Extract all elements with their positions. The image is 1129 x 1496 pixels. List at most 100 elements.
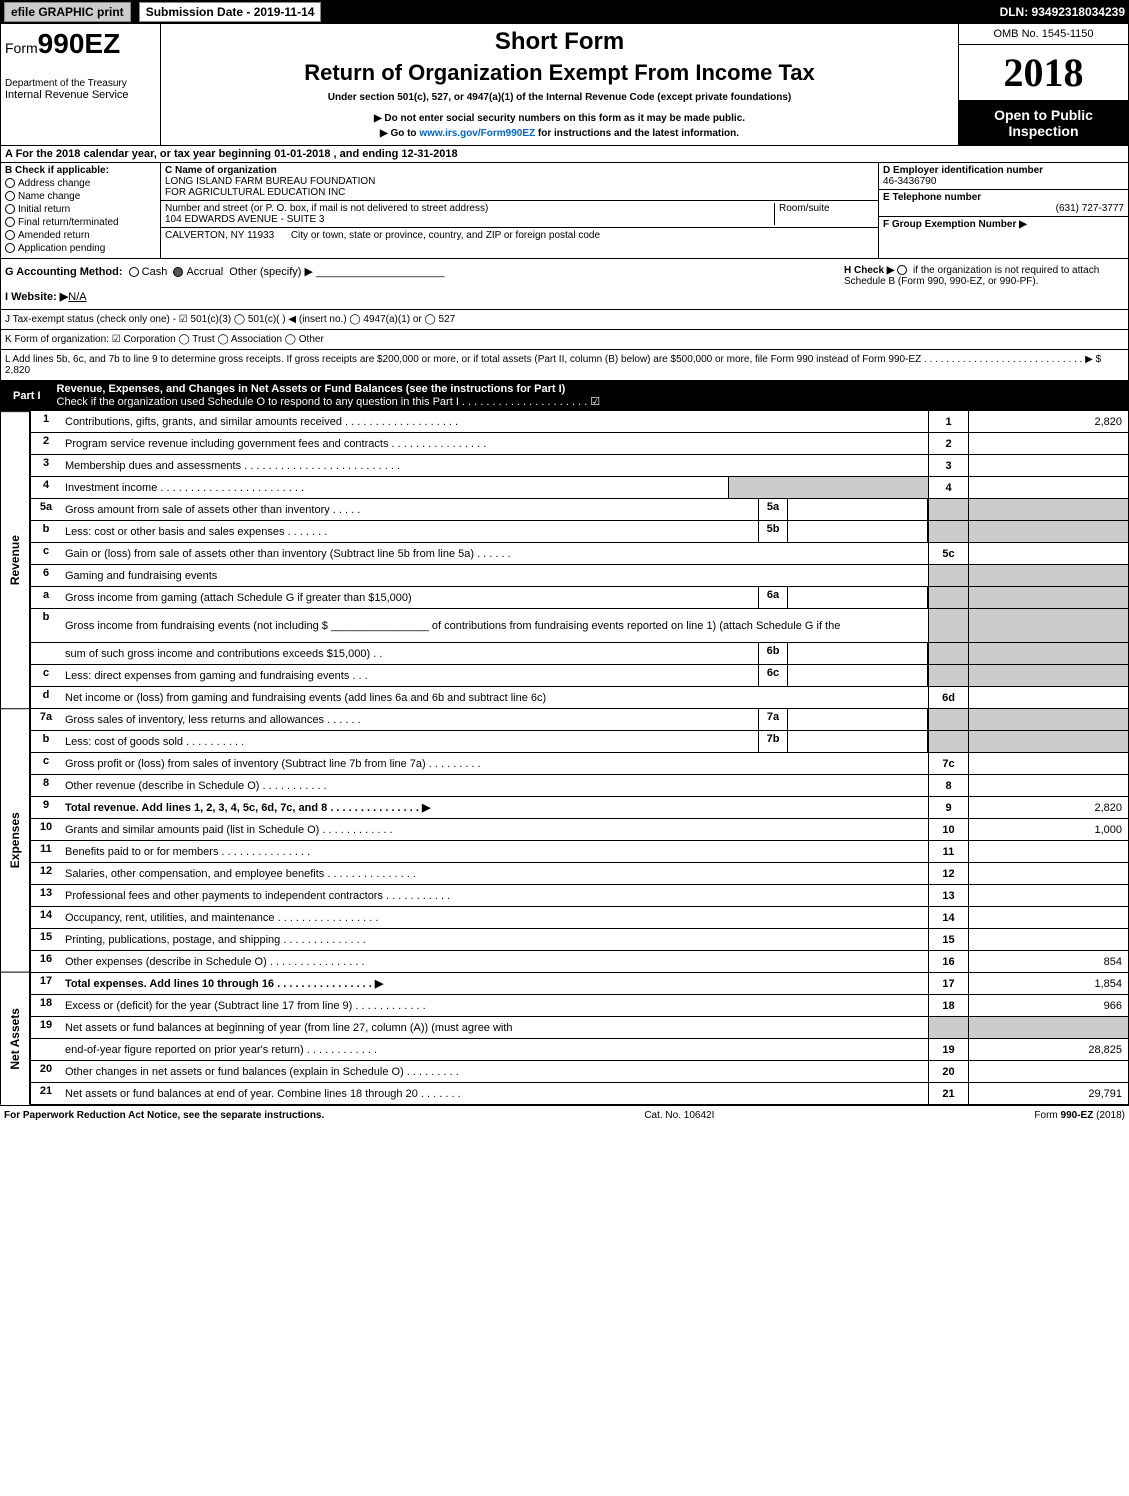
gray-box: [728, 477, 928, 498]
radio-cash[interactable]: [129, 267, 139, 277]
checkbox-icon[interactable]: [5, 191, 15, 201]
header-mid: Short Form Return of Organization Exempt…: [161, 24, 958, 145]
line-num: 14: [31, 907, 61, 928]
checkbox-icon[interactable]: [5, 204, 15, 214]
line-val: [968, 477, 1128, 498]
line-num: c: [31, 665, 61, 686]
line-rn: 3: [928, 455, 968, 476]
gray-rn: [928, 665, 968, 686]
line-val: [968, 841, 1128, 862]
goto-post: for instructions and the latest informat…: [535, 128, 739, 139]
l-amount: 2,820: [5, 365, 30, 376]
line-rn: 16: [928, 951, 968, 972]
gray-rn: [928, 609, 968, 642]
city-label: City or town, state or province, country…: [291, 230, 600, 241]
do-not-enter: ▶ Do not enter social security numbers o…: [165, 113, 954, 124]
line-20: 20 Other changes in net assets or fund b…: [30, 1061, 1129, 1083]
irs-link[interactable]: www.irs.gov/Form990EZ: [419, 128, 535, 139]
line-10: 10 Grants and similar amounts paid (list…: [30, 819, 1129, 841]
line-num: [31, 1039, 61, 1060]
sub-num: 7a: [758, 709, 788, 730]
line-desc: Printing, publications, postage, and shi…: [61, 929, 928, 950]
line-num: 20: [31, 1061, 61, 1082]
goto-pre: ▶ Go to: [380, 128, 419, 139]
line-desc: Program service revenue including govern…: [61, 433, 928, 454]
irs: Internal Revenue Service: [5, 89, 156, 101]
line-desc: Less: cost or other basis and sales expe…: [61, 521, 758, 542]
line-val: [968, 543, 1128, 564]
city-state-zip: CALVERTON, NY 11933: [165, 230, 274, 241]
sub-val: [788, 521, 928, 542]
opt-name-change: Name change: [18, 191, 80, 202]
street-label: Number and street (or P. O. box, if mail…: [165, 203, 488, 214]
sub-num: 5a: [758, 499, 788, 520]
line-12: 12 Salaries, other compensation, and emp…: [30, 863, 1129, 885]
line-rn: 4: [928, 477, 968, 498]
line-rn: 20: [928, 1061, 968, 1082]
line-desc: Excess or (deficit) for the year (Subtra…: [61, 995, 928, 1016]
part1-check: Check if the organization used Schedule …: [57, 395, 1124, 408]
line-19b: end-of-year figure reported on prior yea…: [30, 1039, 1129, 1061]
line-rn: 11: [928, 841, 968, 862]
checkbox-icon[interactable]: [5, 243, 15, 253]
gray-val: [968, 587, 1128, 608]
form-header: Form990EZ Department of the Treasury Int…: [0, 24, 1129, 146]
goto-instructions: ▶ Go to www.irs.gov/Form990EZ for instru…: [165, 128, 954, 139]
line-rn: 14: [928, 907, 968, 928]
line-val: 966: [968, 995, 1128, 1016]
efile-print-button[interactable]: efile GRAPHIC print: [4, 2, 131, 22]
line-4: 4 Investment income . . . . . . . . . . …: [30, 477, 1129, 499]
h-label: H Check ▶: [844, 265, 894, 276]
line-desc: Investment income . . . . . . . . . . . …: [61, 477, 728, 498]
line-num: 11: [31, 841, 61, 862]
room-label: Room/suite: [779, 203, 830, 214]
g-label: G Accounting Method:: [5, 266, 123, 278]
sub-val: [788, 499, 928, 520]
section-h: H Check ▶ if the organization is not req…: [844, 265, 1124, 303]
phone: (631) 727-3777: [883, 203, 1124, 214]
line-num: 17: [31, 973, 61, 994]
submission-date-button[interactable]: Submission Date - 2019-11-14: [139, 2, 322, 22]
line-rn: 18: [928, 995, 968, 1016]
checkbox-icon[interactable]: [5, 217, 15, 227]
checkbox-icon[interactable]: [5, 178, 15, 188]
line-desc: Less: direct expenses from gaming and fu…: [61, 665, 758, 686]
radio-accrual[interactable]: [173, 267, 183, 277]
line-16: 16 Other expenses (describe in Schedule …: [30, 951, 1129, 973]
line-3: 3 Membership dues and assessments . . . …: [30, 455, 1129, 477]
checkbox-h[interactable]: [897, 265, 907, 275]
line-7a: 7a Gross sales of inventory, less return…: [30, 709, 1129, 731]
line-desc: Contributions, gifts, grants, and simila…: [61, 411, 928, 432]
line-desc: Professional fees and other payments to …: [61, 885, 928, 906]
e-label: E Telephone number: [883, 192, 981, 203]
line-rn: 15: [928, 929, 968, 950]
line-17: 17 Total expenses. Add lines 10 through …: [30, 973, 1129, 995]
i-label: I Website: ▶: [5, 291, 68, 303]
line-num: 3: [31, 455, 61, 476]
footer-right: Form 990-EZ (2018): [1034, 1110, 1125, 1121]
section-c: C Name of organization LONG ISLAND FARM …: [161, 163, 878, 258]
line-num: 8: [31, 775, 61, 796]
ein: 46-3436790: [883, 176, 936, 187]
line-val: [968, 455, 1128, 476]
line-desc: Net assets or fund balances at beginning…: [61, 1017, 928, 1038]
line-6: 6 Gaming and fundraising events: [30, 565, 1129, 587]
opt-initial-return: Initial return: [18, 204, 70, 215]
line-desc: Gross income from fundraising events (no…: [61, 609, 928, 642]
omb-number: OMB No. 1545-1150: [959, 24, 1128, 45]
gray-rn: [928, 709, 968, 730]
line-val: [968, 1061, 1128, 1082]
gray-val: [968, 1017, 1128, 1038]
gray-val: [968, 665, 1128, 686]
section-a-text: A For the 2018 calendar year, or tax yea…: [5, 148, 458, 160]
line-desc: Gaming and fundraising events: [61, 565, 928, 586]
line-num: 1: [31, 411, 61, 432]
line-rn: 1: [928, 411, 968, 432]
line-7c: c Gross profit or (loss) from sales of i…: [30, 753, 1129, 775]
checkbox-icon[interactable]: [5, 230, 15, 240]
gray-val: [968, 565, 1128, 586]
line-desc: Total expenses. Add lines 10 through 16 …: [61, 973, 928, 994]
line-6b: b Gross income from fundraising events (…: [30, 609, 1129, 643]
line-19: 19 Net assets or fund balances at beginn…: [30, 1017, 1129, 1039]
d-label: D Employer identification number: [883, 165, 1043, 176]
